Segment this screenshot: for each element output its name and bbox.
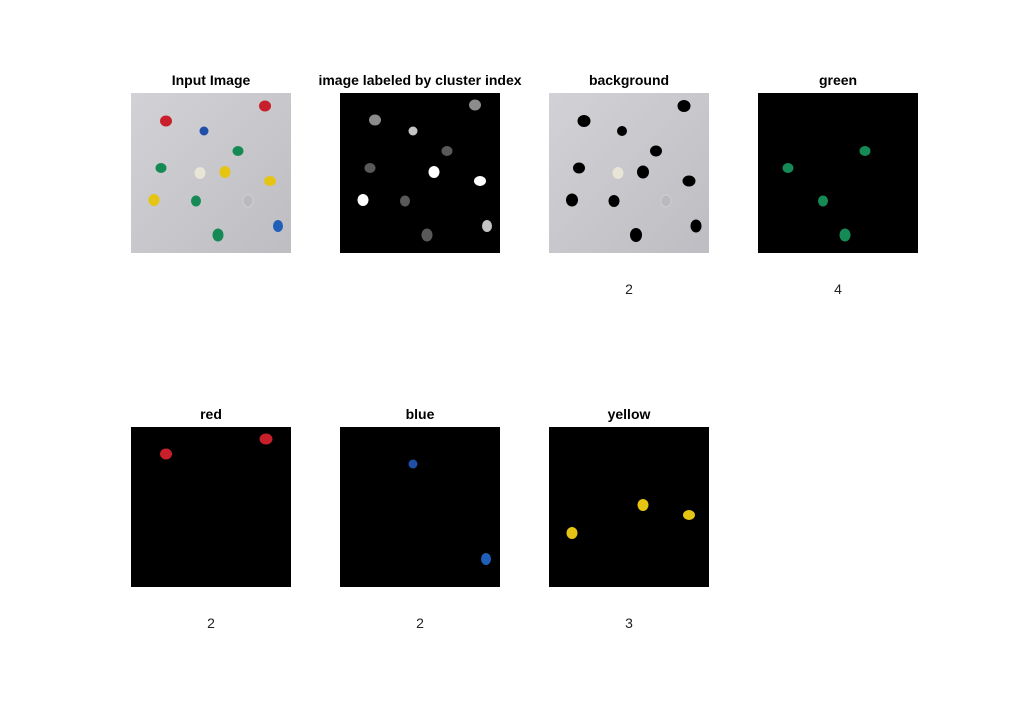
red-count: 2	[207, 615, 215, 631]
labeled-image	[340, 93, 500, 253]
panel-title: background	[588, 72, 670, 88]
yellow-image	[549, 427, 709, 587]
panel-title: red	[200, 406, 222, 422]
red-image	[131, 427, 291, 587]
panel-title: Input Image	[171, 72, 251, 88]
background-image	[549, 93, 709, 253]
input-image	[131, 93, 291, 253]
panel-title: blue	[405, 406, 435, 422]
green-image	[758, 93, 918, 253]
background-count: 2	[625, 281, 633, 297]
blue-count: 2	[416, 615, 424, 631]
green-count: 4	[834, 281, 842, 297]
panel-title: yellow	[607, 406, 651, 422]
blue-image	[340, 427, 500, 587]
panel-title: image labeled by cluster index	[318, 72, 522, 88]
yellow-count: 3	[625, 615, 633, 631]
panel-title: green	[818, 72, 858, 88]
